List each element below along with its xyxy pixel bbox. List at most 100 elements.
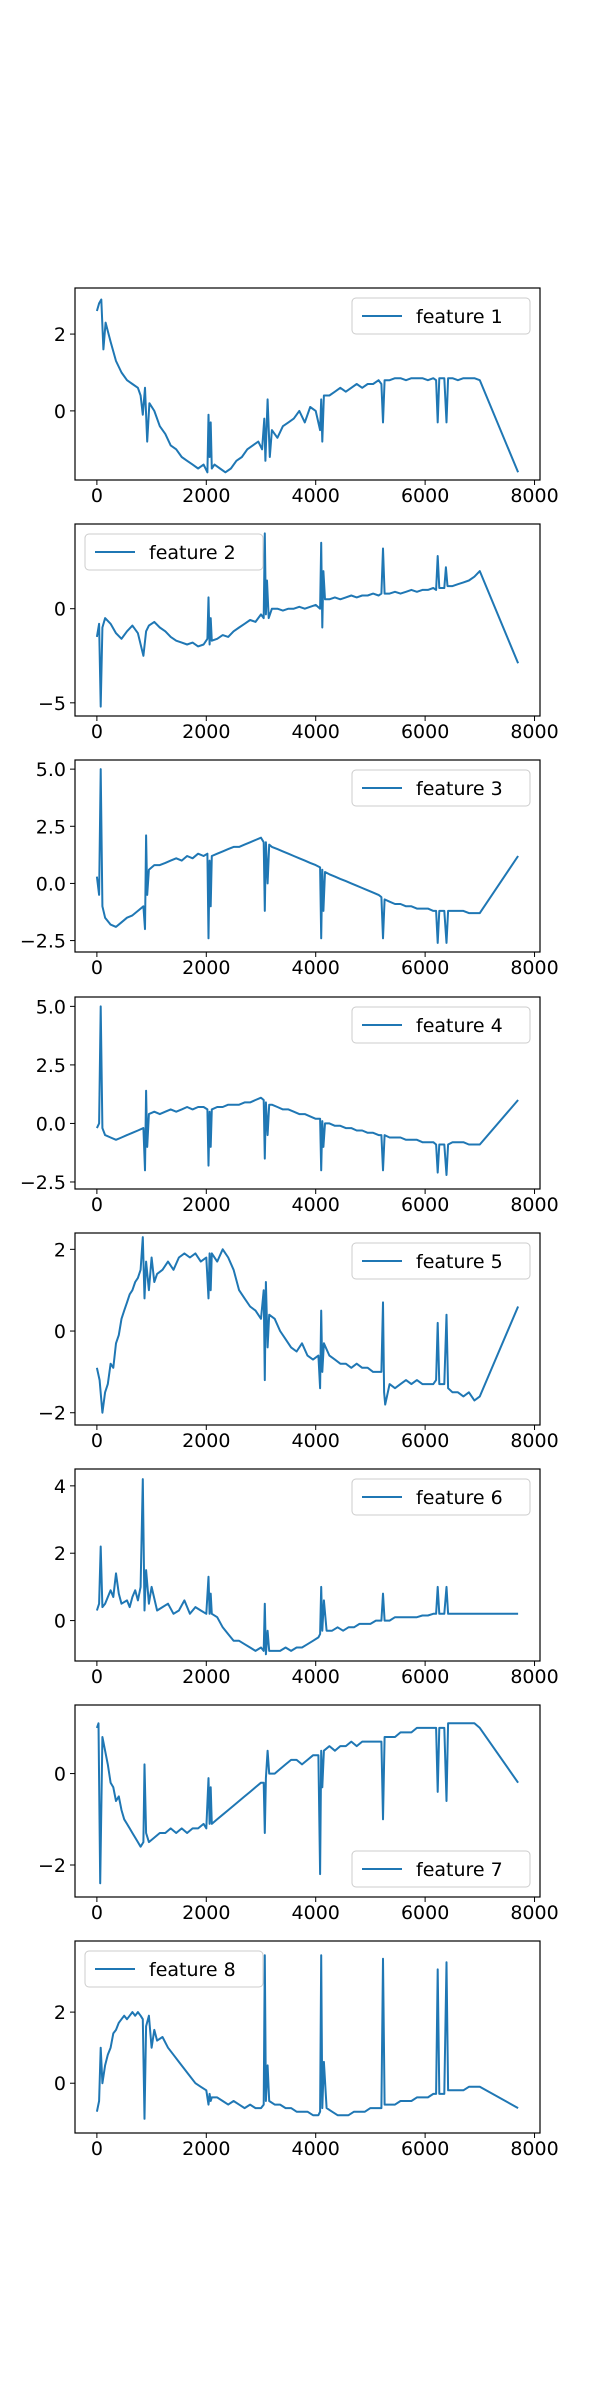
x-tick-label: 4000 [292, 721, 340, 743]
x-tick-label: 0 [91, 721, 103, 743]
axes-frame [74, 1232, 541, 1426]
legend: feature 2 [84, 533, 264, 571]
x-tick-label: 8000 [510, 485, 558, 507]
x-tick-label: 0 [91, 957, 103, 979]
y-tick-label: 0 [54, 1764, 66, 1786]
legend-label: feature 6 [416, 1487, 503, 1509]
y-tick-label: 2 [54, 1543, 66, 1565]
legend-label: feature 2 [149, 542, 236, 564]
x-tick-label: 2000 [182, 2138, 230, 2160]
x-tick-label: 4000 [292, 1194, 340, 1216]
legend: feature 8 [84, 1950, 264, 1988]
axes-frame [74, 287, 541, 481]
y-tick-label: 0 [54, 599, 66, 621]
legend: feature 5 [351, 1242, 531, 1280]
x-tick-label: 2000 [182, 1430, 230, 1452]
legend: feature 4 [351, 1006, 531, 1044]
x-tick-label: 4000 [292, 957, 340, 979]
subplot-6: 0 2000 4000 6000 8000 0 2 4 feature 6 [54, 1468, 559, 1688]
y-tick-label: 0 [54, 401, 66, 423]
series-line [95, 1236, 520, 1414]
y-tick-label: 2 [54, 2002, 66, 2024]
legend-box [351, 1242, 531, 1280]
x-tick-label: 0 [91, 485, 103, 507]
axes-frame [74, 996, 541, 1190]
y-tick-label: −5 [38, 693, 66, 715]
x-tick-label: 4000 [292, 1666, 340, 1688]
y-tick-label: 2.5 [36, 1055, 66, 1077]
x-tick-label: 6000 [401, 2138, 449, 2160]
subplot-8: 0 2000 4000 6000 8000 0 2 feature 8 [54, 1940, 559, 2160]
y-tick-label: 0.0 [36, 1113, 66, 1135]
series-line [95, 1478, 519, 1656]
y-tick-label: 0 [54, 2073, 66, 2095]
x-tick-label: 0 [91, 1902, 103, 1924]
x-tick-label: 6000 [401, 1430, 449, 1452]
x-tick-label: 8000 [510, 1430, 558, 1452]
x-tick-label: 8000 [510, 721, 558, 743]
y-tick-label: −2 [38, 1403, 66, 1425]
axes-frame [74, 759, 541, 953]
series-line [95, 298, 520, 474]
legend: feature 1 [351, 297, 531, 335]
legend: feature 3 [351, 769, 531, 807]
legend-box [84, 533, 264, 571]
axes-frame [74, 1704, 541, 1898]
x-tick-label: 2000 [182, 957, 230, 979]
y-tick-label: 2 [54, 324, 66, 346]
legend-box [351, 297, 531, 335]
x-tick-label: 0 [91, 2138, 103, 2160]
y-tick-label: 5.0 [36, 996, 66, 1018]
series-line [95, 532, 520, 708]
axes-frame [74, 523, 541, 717]
x-tick-label: 8000 [510, 957, 558, 979]
series-line [95, 1722, 519, 1885]
x-tick-label: 4000 [292, 1902, 340, 1924]
subplot-4: 0 2000 4000 6000 8000 −2.5 0.0 2.5 5.0 feature 4 [20, 996, 559, 1216]
x-tick-label: 0 [91, 1430, 103, 1452]
y-tick-label: −2.5 [20, 1172, 66, 1194]
y-tick-label: −2 [38, 1855, 66, 1877]
x-tick-label: 8000 [510, 1194, 558, 1216]
subplot-1: 0 2000 4000 6000 8000 0 2 feature 1 [54, 287, 559, 507]
x-tick-label: 2000 [182, 1194, 230, 1216]
y-tick-label: 2 [54, 1239, 66, 1261]
legend-box [84, 1950, 264, 1988]
legend: feature 6 [351, 1478, 531, 1516]
x-tick-label: 6000 [401, 721, 449, 743]
x-tick-label: 6000 [401, 1666, 449, 1688]
x-tick-label: 2000 [182, 1666, 230, 1688]
legend-label: feature 8 [149, 1959, 236, 1981]
x-tick-label: 0 [91, 1666, 103, 1688]
subplot-3: 0 2000 4000 6000 8000 −2.5 0.0 2.5 5.0 feature 3 [20, 759, 559, 979]
y-tick-label: 4 [54, 1476, 66, 1498]
legend-label: feature 1 [416, 306, 503, 328]
x-tick-label: 8000 [510, 1902, 558, 1924]
x-tick-label: 2000 [182, 1902, 230, 1924]
legend-label: feature 4 [416, 1015, 503, 1037]
x-tick-label: 6000 [401, 1902, 449, 1924]
x-tick-label: 2000 [182, 485, 230, 507]
y-tick-label: 0.0 [36, 873, 66, 895]
series-line [95, 1954, 519, 2120]
x-tick-label: 6000 [401, 957, 449, 979]
x-tick-label: 6000 [401, 1194, 449, 1216]
x-tick-label: 4000 [292, 2138, 340, 2160]
y-tick-label: −2.5 [20, 931, 66, 953]
x-tick-label: 8000 [510, 2138, 558, 2160]
subplot-7: 0 2000 4000 6000 8000 −2 0 feature 7 [38, 1704, 559, 1924]
x-tick-label: 4000 [292, 1430, 340, 1452]
legend: feature 7 [351, 1850, 531, 1888]
legend-label: feature 3 [416, 778, 503, 800]
subplot-2: 0 2000 4000 6000 8000 −5 0 feature 2 [38, 523, 559, 743]
x-tick-label: 8000 [510, 1666, 558, 1688]
x-tick-label: 0 [91, 1194, 103, 1216]
legend-box [351, 1478, 531, 1516]
x-tick-label: 2000 [182, 721, 230, 743]
y-tick-label: 0 [54, 1321, 66, 1343]
legend-box [351, 1850, 531, 1888]
y-tick-label: 5.0 [36, 759, 66, 781]
y-tick-label: 0 [54, 1611, 66, 1633]
